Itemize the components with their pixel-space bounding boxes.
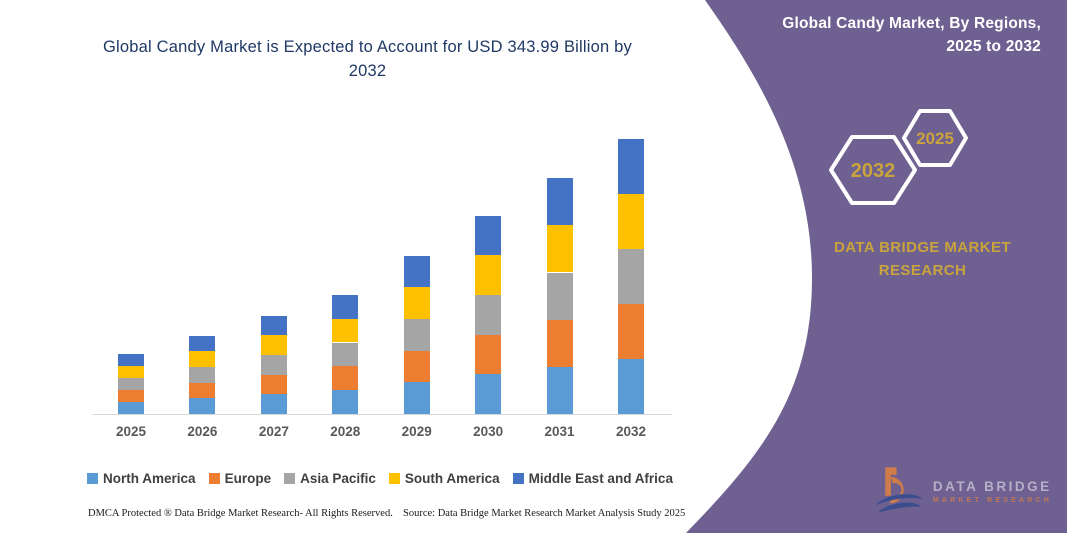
bar-segment-north-america-2030	[475, 374, 502, 414]
legend-label-europe: Europe	[224, 471, 272, 486]
bar-segment-asia-pacific-2028	[332, 342, 359, 367]
legend-label-south-america: South America	[404, 471, 500, 486]
logo-tagline: MARKET RESEARCH	[932, 496, 1052, 504]
purple-panel-shape	[686, 0, 1067, 533]
x-tick-label-2032: 2032	[615, 424, 647, 439]
hexagon-years-graphic: 2032 2025	[829, 109, 968, 205]
logo-swoosh-top	[875, 494, 924, 506]
bar-segment-north-america-2027	[260, 394, 287, 414]
hexagon-2032-label: 2032	[851, 160, 896, 182]
bar-segment-asia-pacific-2029	[403, 319, 430, 351]
bar-segment-middle-east-and-africa-2026	[189, 335, 216, 352]
bar-segment-europe-2029	[403, 350, 430, 383]
bar-segment-europe-2026	[189, 382, 216, 399]
hexagon-2032-icon	[829, 135, 917, 205]
bar-segment-middle-east-and-africa-2029	[403, 255, 430, 288]
x-tick-label-2029: 2029	[401, 424, 432, 439]
brand-line-1: DATA BRIDGE MARKET	[834, 239, 1011, 256]
bar-segment-south-america-2030	[475, 255, 502, 296]
chart-title: Global Candy Market is Expected to Accou…	[102, 38, 633, 80]
bar-segment-middle-east-and-africa-2025	[118, 354, 144, 366]
x-tick-label-2026: 2026	[187, 424, 218, 439]
bar-segment-europe-2030	[475, 334, 502, 375]
brand-name: DATA BRIDGE MARKET RESEARCH	[805, 236, 1040, 283]
bar-segment-south-america-2025	[118, 366, 144, 378]
brand-line-2: RESEARCH	[878, 262, 967, 280]
bar-segment-europe-2028	[332, 366, 359, 391]
legend-swatch-middle-east-and-africa-icon	[512, 473, 524, 484]
bar-segment-middle-east-and-africa-2031	[546, 178, 573, 226]
legend-label-north-america: North America	[103, 471, 196, 486]
legend-item-middle-east-and-africa: Middle East and Africa	[512, 471, 673, 486]
logo-wordmark: DATA BRIDGE	[932, 478, 1052, 494]
x-tick-label-2027: 2027	[258, 424, 289, 439]
legend-item-south-america: South America	[388, 471, 500, 486]
legend-item-north-america: North America	[87, 471, 196, 486]
bar-segment-middle-east-and-africa-2030	[475, 215, 502, 256]
logo-text: DATA BRIDGE MARKET RESEARCH	[933, 479, 1052, 504]
bar-segment-north-america-2032	[618, 359, 644, 414]
bar-segment-south-america-2028	[332, 318, 359, 343]
bar-segment-europe-2027	[260, 374, 287, 395]
dbmr-logo-icon	[875, 467, 924, 513]
legend-item-asia-pacific: Asia Pacific	[284, 471, 376, 486]
bar-segment-asia-pacific-2026	[189, 367, 216, 383]
bar-segment-north-america-2026	[189, 398, 216, 414]
legend-item-europe: Europe	[208, 471, 272, 486]
legend-swatch-south-america-icon	[388, 473, 400, 484]
x-tick-label-2025: 2025	[115, 424, 147, 439]
bar-segment-europe-2032	[618, 304, 644, 359]
bar-segment-south-america-2032	[618, 194, 644, 249]
legend-swatch-asia-pacific-icon	[284, 473, 296, 484]
logo-swoosh-bottom	[877, 502, 922, 513]
bar-segment-asia-pacific-2032	[618, 249, 644, 304]
side-panel-title: Global Candy Market, By Regions, 2025 to…	[782, 15, 1041, 56]
bar-segment-south-america-2031	[546, 225, 573, 273]
bar-segment-north-america-2031	[546, 366, 573, 414]
x-tick-label-2028: 2028	[330, 424, 361, 439]
bar-segment-south-america-2029	[403, 287, 430, 320]
chart-legend: North America Europe Asia Pacific South Ame…	[75, 471, 685, 486]
x-tick-label-2031: 2031	[544, 424, 575, 439]
hexagon-2025-icon	[902, 109, 968, 167]
bar-segment-south-america-2027	[260, 335, 287, 355]
stacked-bar-plot: 2025 2026 2027 2028 2029 2030 2031 2032	[92, 139, 672, 439]
bar-segment-middle-east-and-africa-2032	[618, 139, 644, 194]
bar-segment-middle-east-and-africa-2027	[260, 315, 287, 336]
bar-segment-asia-pacific-2027	[260, 355, 287, 375]
legend-swatch-north-america-icon	[87, 473, 99, 484]
hexagon-2025-label: 2025	[916, 129, 954, 148]
legend-swatch-europe-icon	[208, 473, 220, 484]
bar-segment-europe-2031	[546, 319, 573, 367]
bar-segment-south-america-2026	[189, 351, 216, 367]
legend-label-asia-pacific: Asia Pacific	[300, 471, 376, 486]
logo-b-stem	[885, 467, 897, 496]
bar-segment-asia-pacific-2030	[475, 295, 502, 335]
bar-segment-north-america-2025	[118, 402, 144, 414]
legend-label-middle-east-and-africa: Middle East and Africa	[528, 471, 673, 486]
dbmr-logo: DATA BRIDGE MARKET RESEARCH	[872, 458, 1052, 524]
bar-segment-asia-pacific-2031	[546, 272, 573, 320]
dmca-notice: DMCA Protected ® Data Bridge Market Rese…	[88, 508, 393, 519]
bar-segment-north-america-2028	[332, 390, 359, 414]
source-note: Source: Data Bridge Market Research Mark…	[403, 508, 686, 519]
x-axis-line	[92, 414, 672, 415]
bar-segment-middle-east-and-africa-2028	[332, 294, 359, 319]
bar-segment-north-america-2029	[403, 382, 430, 414]
x-tick-label-2030: 2030	[473, 424, 504, 439]
bar-segment-asia-pacific-2025	[118, 378, 144, 390]
bar-segment-europe-2025	[118, 390, 144, 402]
